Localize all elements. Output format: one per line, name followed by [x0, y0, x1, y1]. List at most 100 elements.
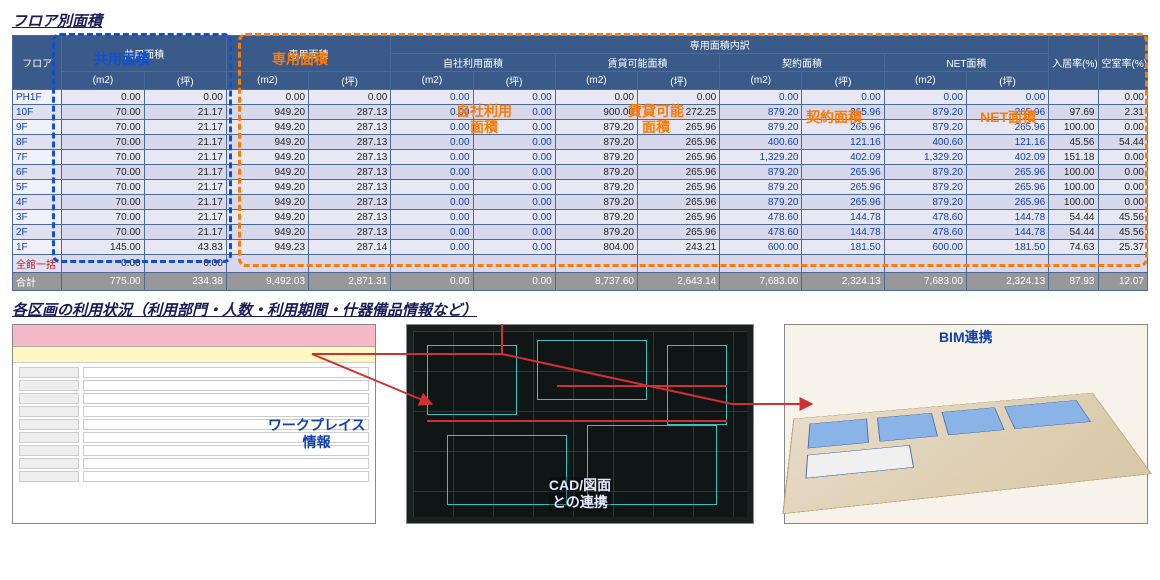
- bim-slab: [782, 393, 1152, 514]
- panels-row: ワークプレイス 情報 CAD/図面 との連携 BIM連携: [12, 324, 1148, 524]
- cell: 949.20: [226, 195, 308, 210]
- u: (坪): [473, 72, 555, 90]
- cell: 0.00: [1098, 165, 1148, 180]
- form-titlebar: [13, 325, 375, 347]
- cell: 70.00: [62, 135, 144, 150]
- caption-bim: BIM連携: [939, 329, 993, 346]
- cell: 2.31: [1098, 105, 1148, 120]
- cell: 879.20: [555, 120, 637, 135]
- cell: 70.00: [62, 210, 144, 225]
- h-excl-detail: 専用面積内訳: [391, 36, 1049, 54]
- cell: 2,324.13: [966, 273, 1048, 291]
- table-row: 1F145.0043.83949.23287.140.000.00804.002…: [13, 240, 1148, 255]
- table-row: 2F70.0021.17949.20287.130.000.00879.2026…: [13, 225, 1148, 240]
- cell: 21.17: [144, 180, 226, 195]
- cell: [1049, 255, 1098, 273]
- cell: 265.96: [637, 165, 719, 180]
- h-shared: 共用面積: [62, 36, 226, 72]
- cell: 265.96: [637, 150, 719, 165]
- h-own: 自社利用面積: [391, 54, 555, 72]
- cell: [966, 255, 1048, 273]
- cell: 402.09: [802, 150, 884, 165]
- cell: 879.20: [884, 165, 966, 180]
- cell-floor: 10F: [13, 105, 62, 120]
- cell: 45.56: [1098, 210, 1148, 225]
- cell-floor: 8F: [13, 135, 62, 150]
- section2-title: 各区画の利用状況（利用部門・人数・利用期間・什器備品情報など）: [12, 299, 1148, 320]
- cell: 900.00: [555, 105, 637, 120]
- cell: 70.00: [62, 120, 144, 135]
- u: (m2): [720, 72, 802, 90]
- cell: 879.20: [555, 210, 637, 225]
- cell: 879.20: [884, 120, 966, 135]
- cell: 402.09: [966, 150, 1048, 165]
- cell: 43.83: [144, 240, 226, 255]
- cell: 265.96: [637, 195, 719, 210]
- cell-floor: 2F: [13, 225, 62, 240]
- cell: 21.17: [144, 135, 226, 150]
- cell: 21.17: [144, 225, 226, 240]
- cell: 0.00: [391, 135, 473, 150]
- cell: [391, 255, 473, 273]
- table-row: PH1F0.000.000.000.000.000.000.000.000.00…: [13, 90, 1148, 105]
- cell: 12.07: [1098, 273, 1148, 291]
- cell: 0.00: [391, 120, 473, 135]
- table-row: 8F70.0021.17949.20287.130.000.00879.2026…: [13, 135, 1148, 150]
- cell: 265.96: [802, 120, 884, 135]
- cell: 600.00: [720, 240, 802, 255]
- table-row: 7F70.0021.17949.20287.130.000.00879.2026…: [13, 150, 1148, 165]
- h-net: NET面積: [884, 54, 1048, 72]
- cell: 144.78: [966, 210, 1048, 225]
- cell: 879.20: [555, 180, 637, 195]
- cell: 949.20: [226, 165, 308, 180]
- area-table: フロア 共用面積 専用面積 専用面積内訳 入居率(%) 空室率(%) 自社利用面…: [12, 35, 1148, 291]
- cell: 21.17: [144, 195, 226, 210]
- cell: 1,329.20: [884, 150, 966, 165]
- cell: 54.44: [1098, 135, 1148, 150]
- h-vac: 空室率(%): [1098, 36, 1148, 90]
- cell: 70.00: [62, 165, 144, 180]
- cell-floor: PH1F: [13, 90, 62, 105]
- cell: 21.17: [144, 105, 226, 120]
- cell: 8,737.60: [555, 273, 637, 291]
- cell: 272.25: [637, 105, 719, 120]
- cell: 879.20: [555, 150, 637, 165]
- cell: 265.96: [966, 120, 1048, 135]
- cell: 949.23: [226, 240, 308, 255]
- cell: 181.50: [802, 240, 884, 255]
- cell: 21.17: [144, 120, 226, 135]
- cell: 0.00: [720, 90, 802, 105]
- cell: 287.13: [309, 180, 391, 195]
- cell: 0.00: [391, 195, 473, 210]
- cell: 2,871.31: [309, 273, 391, 291]
- cell: 287.13: [309, 225, 391, 240]
- cell: 879.20: [720, 195, 802, 210]
- cell: 0.00: [391, 150, 473, 165]
- cell: 265.96: [637, 120, 719, 135]
- u: (m2): [226, 72, 308, 90]
- form-toolbar: [13, 347, 375, 363]
- cell: 804.00: [555, 240, 637, 255]
- table-row: 全館一括0.000.00: [13, 255, 1148, 273]
- cell: 478.60: [884, 225, 966, 240]
- cell: 121.16: [966, 135, 1048, 150]
- cell: [226, 255, 308, 273]
- cell: 100.00: [1049, 120, 1098, 135]
- h-contract: 契約面積: [720, 54, 884, 72]
- cell: 0.00: [309, 90, 391, 105]
- cell: 54.44: [1049, 210, 1098, 225]
- u: (坪): [802, 72, 884, 90]
- u: (坪): [309, 72, 391, 90]
- cell: 879.20: [720, 120, 802, 135]
- cell: 0.00: [555, 90, 637, 105]
- cell: 265.96: [966, 105, 1048, 120]
- cell: 45.56: [1098, 225, 1148, 240]
- cell: 0.00: [1098, 90, 1148, 105]
- cell-floor: 1F: [13, 240, 62, 255]
- cell: 0.00: [473, 225, 555, 240]
- cell: 243.21: [637, 240, 719, 255]
- cell: 949.20: [226, 120, 308, 135]
- cell: [720, 255, 802, 273]
- cell: 287.13: [309, 135, 391, 150]
- cell: 0.00: [473, 240, 555, 255]
